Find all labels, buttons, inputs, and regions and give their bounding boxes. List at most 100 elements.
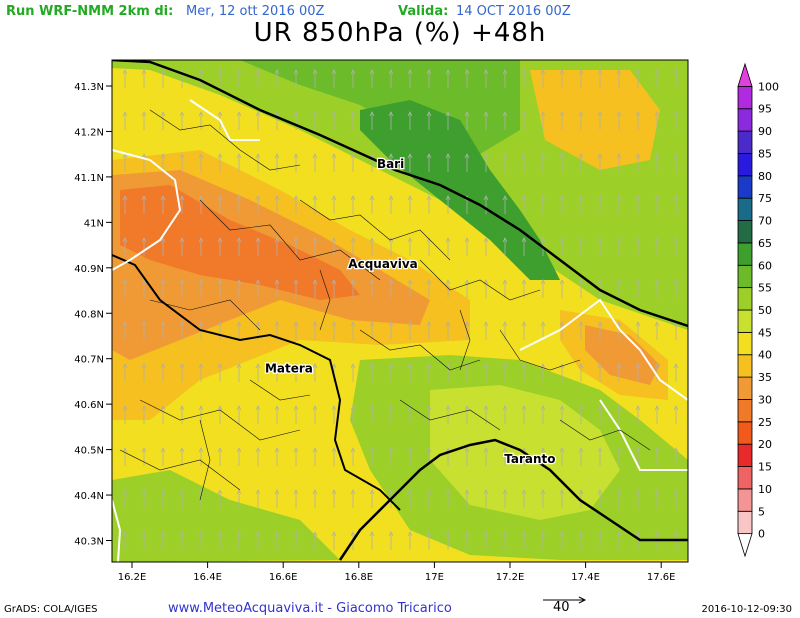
wind-arrow	[122, 363, 128, 382]
wind-arrow	[426, 111, 432, 130]
colorbar: 0 5 10 15 20 25 30 35 40 45 50 55 60 65 70 75 80 85 90 95 10…	[737, 62, 779, 558]
wind-arrow	[426, 531, 432, 550]
municipal-border	[499, 329, 581, 371]
wind-arrow	[179, 405, 185, 424]
colorbar-label: 5	[758, 505, 765, 518]
wind-arrow	[445, 489, 451, 508]
wind-arrow	[179, 279, 185, 298]
colorbar-swatch	[737, 354, 753, 378]
wind-arrow	[597, 405, 603, 424]
wind-arrow	[388, 531, 394, 550]
wind-arrow	[426, 153, 432, 172]
wind-arrow	[160, 489, 166, 508]
wind-arrow	[312, 531, 318, 550]
wind-arrow	[293, 321, 299, 340]
wind-arrow	[369, 69, 375, 88]
wind-arrow	[293, 447, 299, 466]
wind-arrow	[521, 111, 527, 130]
wind-arrow	[464, 237, 470, 256]
wind-arrow	[616, 489, 622, 508]
wind-arrow	[407, 111, 413, 130]
wind-arrow	[502, 237, 508, 256]
municipal-border	[419, 259, 541, 301]
wind-arrow	[426, 321, 432, 340]
wind-arrow	[141, 447, 147, 466]
wind-arrow	[255, 363, 261, 382]
wind-arrow	[274, 195, 280, 214]
wind-arrow	[654, 195, 660, 214]
wind-arrow	[407, 237, 413, 256]
footer-website[interactable]: www.MeteoAcquaviva.it - Giacomo Tricaric…	[168, 601, 452, 616]
wind-arrow	[654, 447, 660, 466]
wind-arrow	[369, 447, 375, 466]
wind-arrow	[464, 279, 470, 298]
wind-arrow	[198, 363, 204, 382]
wind-arrow	[521, 363, 527, 382]
wind-arrow	[521, 195, 527, 214]
wind-arrow	[293, 153, 299, 172]
wind-arrow	[654, 153, 660, 172]
colorbar-swatch	[737, 443, 753, 467]
wind-arrow	[559, 489, 565, 508]
colorbar-swatch	[737, 399, 753, 423]
wind-arrow	[236, 405, 242, 424]
wind-arrow	[350, 489, 356, 508]
wind-arrow	[274, 237, 280, 256]
wind-arrow	[160, 153, 166, 172]
wind-arrow	[445, 69, 451, 88]
wind-arrow	[255, 237, 261, 256]
wind-arrow	[122, 195, 128, 214]
wind-arrow	[293, 69, 299, 88]
wind-arrow	[559, 279, 565, 298]
wind-arrow	[559, 153, 565, 172]
colorbar-swatch	[737, 264, 753, 289]
wind-arrow	[198, 447, 204, 466]
wind-arrow	[350, 237, 356, 256]
wind-arrow	[673, 279, 679, 298]
wind-arrow	[160, 405, 166, 424]
wind-arrow	[578, 111, 584, 130]
wind-arrow	[122, 405, 128, 424]
wind-arrow	[502, 111, 508, 130]
wind-arrow	[388, 321, 394, 340]
wind-arrow	[198, 69, 204, 88]
wind-arrow	[331, 111, 337, 130]
wind-arrow	[559, 447, 565, 466]
wind-arrow	[255, 447, 261, 466]
wind-arrow	[331, 195, 337, 214]
wind-arrow	[388, 111, 394, 130]
colorbar-label: 10	[758, 483, 772, 496]
wind-arrow	[483, 153, 489, 172]
wind-arrow	[369, 111, 375, 130]
municipal-border	[359, 329, 481, 371]
wind-arrow	[179, 195, 185, 214]
wind-arrow	[635, 321, 641, 340]
wind-arrow	[578, 363, 584, 382]
wind-arrow	[673, 489, 679, 508]
city-label: Matera	[265, 361, 313, 375]
wind-arrow	[616, 237, 622, 256]
wind-arrow	[540, 363, 546, 382]
wind-arrow	[122, 237, 128, 256]
wind-arrow	[331, 531, 337, 550]
wind-arrow	[293, 531, 299, 550]
wind-arrow	[179, 153, 185, 172]
wind-arrow	[540, 447, 546, 466]
wind-arrow	[217, 279, 223, 298]
wind-arrow	[635, 153, 641, 172]
wind-arrow	[179, 489, 185, 508]
wind-arrow	[654, 111, 660, 130]
field-darkgreen-coast	[360, 100, 560, 280]
wind-arrow	[293, 405, 299, 424]
lat-tick-label: 40.3N	[74, 537, 104, 548]
colorbar-swatch	[737, 108, 753, 132]
wind-arrow	[122, 489, 128, 508]
wind-arrow	[635, 111, 641, 130]
wind-arrow	[236, 531, 242, 550]
wind-arrow	[502, 489, 508, 508]
footer-credit-grads: GrADS: COLA/IGES	[4, 604, 98, 615]
wind-arrow	[217, 321, 223, 340]
wind-arrow	[502, 405, 508, 424]
wind-arrow	[122, 111, 128, 130]
wind-arrow	[122, 279, 128, 298]
